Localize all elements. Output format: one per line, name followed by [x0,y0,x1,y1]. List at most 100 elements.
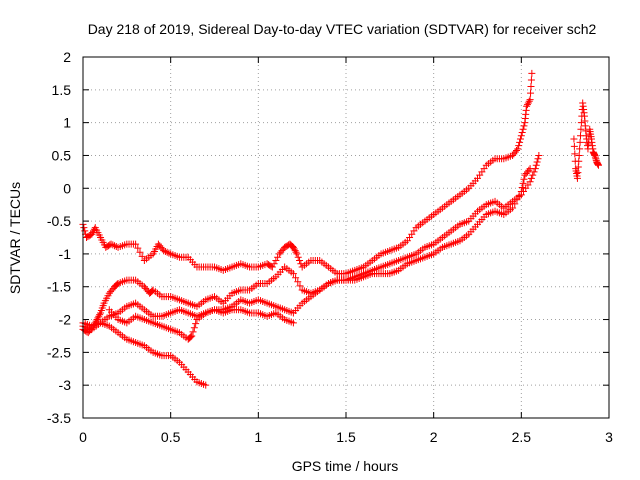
data-point-track-f [570,135,578,143]
data-point-track-a [290,245,298,253]
data-point-track-a [528,69,536,77]
data-point-track-a [516,135,524,143]
data-point-track-a [292,248,300,256]
data-point-track-d [202,381,210,389]
y-tick-label: -1.5 [47,279,71,295]
data-point-track-a [515,142,523,150]
data-point-track-a [136,248,144,256]
data-point-track-a [294,253,302,261]
data-point-track-b [292,274,300,282]
x-tick-label: 3 [605,429,613,445]
data-point-track-a [138,252,146,260]
data-point-track-b [113,280,121,288]
data-point-track-c [515,192,523,200]
y-axis-label: SDTVAR / TECUs [7,182,23,294]
data-point-track-a [293,250,301,258]
data-point-track-a [160,247,168,255]
data-point-track-e [187,333,195,341]
data-point-track-a [525,97,533,105]
data-point-track-b [112,281,120,289]
data-point-track-f [594,161,602,169]
data-point-track-e [289,319,297,327]
data-points [79,69,602,389]
data-point-track-a [272,256,280,264]
data-point-track-a [527,76,535,84]
data-point-track-e [189,328,197,336]
data-point-track-a [516,138,524,146]
data-point-track-b [95,312,103,320]
data-point-track-c [511,200,519,208]
x-tick-label: 1 [254,429,262,445]
data-point-track-a [527,83,535,91]
data-point-track-a [523,102,531,110]
data-point-track-a [268,263,276,271]
data-point-track-a [519,125,527,133]
data-point-track-b [533,158,541,166]
data-point-track-b [532,161,540,169]
data-point-track-c [526,165,534,173]
data-point-track-c [525,166,533,174]
data-point-track-a [109,241,117,249]
y-tick-label: 2 [63,49,71,65]
data-point-track-a [90,227,98,235]
data-point-track-c [513,196,521,204]
data-point-track-a [134,244,142,252]
y-tick-label: -1 [59,246,72,262]
data-point-track-e [186,334,194,342]
data-point-track-b [294,278,302,286]
data-point-track-a [165,249,173,257]
data-point-track-f [576,145,584,153]
data-point-track-b [526,178,534,186]
data-point-track-a [514,145,522,153]
data-point-track-a [291,247,299,255]
data-point-track-b [289,270,297,278]
y-tick-label: 0 [63,180,71,196]
data-point-track-c [509,204,517,212]
y-tick-label: 1.5 [52,82,72,98]
data-point-track-a [526,96,534,104]
data-point-track-b [535,151,543,159]
data-point-track-c [519,179,527,187]
data-point-track-e [190,324,198,332]
data-point-track-f [571,150,579,158]
x-tick-label: 1.5 [336,429,356,445]
data-point-track-f [576,138,584,146]
data-point-track-b [529,171,537,179]
data-point-track-a [81,227,89,235]
data-point-track-a [517,132,525,140]
data-point-track-b [93,316,101,324]
data-point-track-a [527,89,535,97]
data-point-track-a [296,256,304,264]
data-point-track-f [575,151,583,159]
data-point-track-a [274,253,282,261]
data-point-track-b [148,287,156,295]
data-point-track-c [518,183,526,191]
data-point-track-f [570,142,578,150]
data-point-track-b [527,174,535,182]
data-point-track-e [192,320,200,328]
data-point-track-b [296,282,304,290]
data-point-track-a [80,224,88,232]
axis-ticks: 0 0.5 1 1.5 2 2.5 3 -3.5 -3 -2.5 -2 -1.5 -1 -0.5 0 0.5 1… [47,49,613,445]
data-point-track-a [520,122,528,130]
data-point-track-e [188,332,196,340]
data-point-track-b [96,311,104,319]
data-point-track-c [517,188,525,196]
y-tick-label: 1 [63,115,71,131]
data-point-track-c [520,175,528,183]
x-tick-label: 0 [79,429,87,445]
data-point-track-a [132,240,140,248]
data-point-track-a [88,230,96,238]
x-tick-label: 2 [430,429,438,445]
data-point-track-a [513,147,521,155]
data-point-track-a [163,248,171,256]
x-axis-label: GPS time / hours [292,458,399,474]
data-point-track-a [161,247,169,255]
data-point-track-a [111,242,119,250]
data-point-track-a [524,99,532,107]
data-point-track-f [577,125,585,133]
data-point-track-a [523,101,531,109]
data-point-track-a [518,128,526,136]
y-tick-label: 0.5 [52,147,72,163]
